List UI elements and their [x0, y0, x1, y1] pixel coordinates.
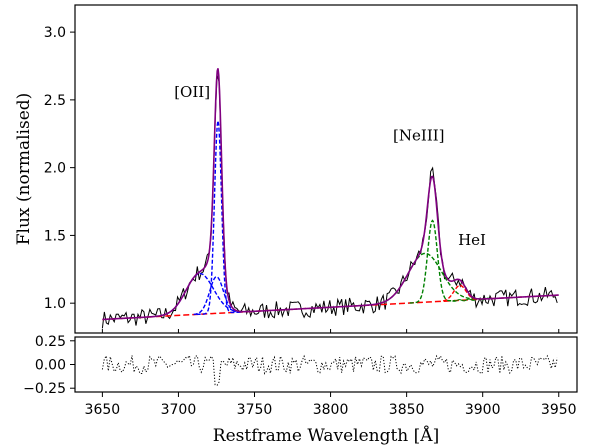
- main-ytick-label: 2.0: [44, 161, 66, 177]
- xtick-label: 3950: [541, 402, 577, 418]
- oii-narrow-component: [196, 120, 240, 316]
- main-axes-frame: [74, 4, 578, 334]
- main-panel: 1.0 1.5 2.0 2.5 3.0 [OII] [NeIII] HeI Flux (no…: [14, 4, 578, 334]
- main-ytick-label: 2.5: [44, 93, 66, 109]
- residual-ytick-label: −0.25: [23, 381, 66, 397]
- x-axis-label: Restframe Wavelength [Å]: [213, 425, 439, 446]
- main-annotations: [OII] [NeIII] HeI: [174, 83, 486, 249]
- oii-broad-component: [193, 276, 243, 316]
- residual-xticks: 3650 3700 3750 3800 3850 3900 3950: [85, 329, 577, 418]
- xtick-label: 3850: [389, 402, 425, 418]
- xtick-label: 3900: [465, 402, 501, 418]
- hei-component: [442, 284, 477, 302]
- xtick-label: 3750: [237, 402, 273, 418]
- line-annotation: [OII]: [174, 83, 210, 101]
- xtick-label: 3700: [161, 402, 197, 418]
- main-ytick-label: 1.0: [44, 296, 66, 312]
- xtick-label: 3800: [313, 402, 349, 418]
- residual-yticks: −0.25 0.00 0.25: [23, 334, 75, 397]
- main-ytick-label: 3.0: [44, 25, 66, 41]
- residual-ytick-label: 0.00: [35, 358, 66, 374]
- main-ytick-label: 1.5: [44, 228, 66, 244]
- xtick-label: 3650: [85, 402, 121, 418]
- residual-curves: [101, 354, 558, 386]
- line-annotation: [NeIII]: [393, 127, 444, 145]
- total-fit-line: [102, 68, 559, 321]
- residual-ytick-label: 0.25: [35, 334, 66, 350]
- main-ylabel: Flux (normalised): [14, 93, 34, 246]
- residual-axes-frame: [74, 336, 578, 393]
- residual-line: [101, 354, 558, 386]
- neiii-narrow-component: [409, 219, 456, 304]
- residual-panel: −0.25 0.00 0.25 3650 3700 3750 3800 3850 3900 39…: [23, 329, 578, 446]
- main-curves: [101, 68, 559, 329]
- main-yticks: 1.0 1.5 2.0 2.5 3.0: [44, 25, 75, 312]
- line-annotation: HeI: [458, 231, 486, 249]
- observed-spectrum-line: [101, 74, 558, 329]
